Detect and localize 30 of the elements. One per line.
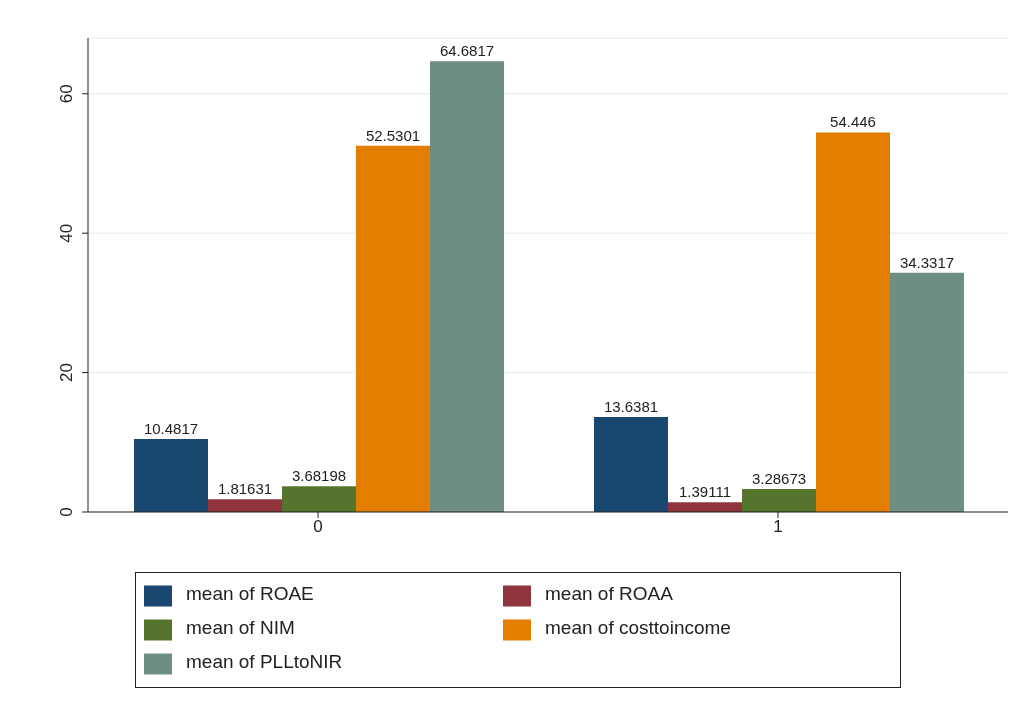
bar [208,499,282,512]
data-label: 3.28673 [751,470,807,488]
x-tick-label: 1 [773,517,783,537]
legend-label: mean of costtoincome [545,616,731,638]
bar [816,132,890,512]
bar [282,486,356,512]
bar [594,416,668,512]
data-label: 10.4817 [143,419,199,437]
data-label: 3.68198 [291,467,347,485]
legend-label: mean of PLLtoNIR [186,650,343,672]
data-label: 1.39111 [679,483,731,501]
data-label: 13.6381 [603,397,659,415]
legend-label: mean of NIM [186,616,295,638]
bar [890,272,964,512]
bar [430,61,504,512]
y-tick-label: 40 [57,223,76,243]
data-label: 64.6817 [439,42,495,60]
y-tick-label: 0 [57,507,76,517]
y-tick-label: 20 [57,363,76,383]
bar [668,502,742,512]
bar [356,145,430,512]
data-label: 1.81631 [217,480,273,498]
legend-label: mean of ROAA [545,582,673,604]
legend-label: mean of ROAE [186,582,314,604]
data-label: 52.5301 [365,126,421,144]
bar [742,489,816,512]
data-label: 34.3317 [899,253,955,271]
y-tick-label: 60 [57,84,76,104]
data-label: 54.446 [830,113,876,131]
bar [134,438,208,512]
